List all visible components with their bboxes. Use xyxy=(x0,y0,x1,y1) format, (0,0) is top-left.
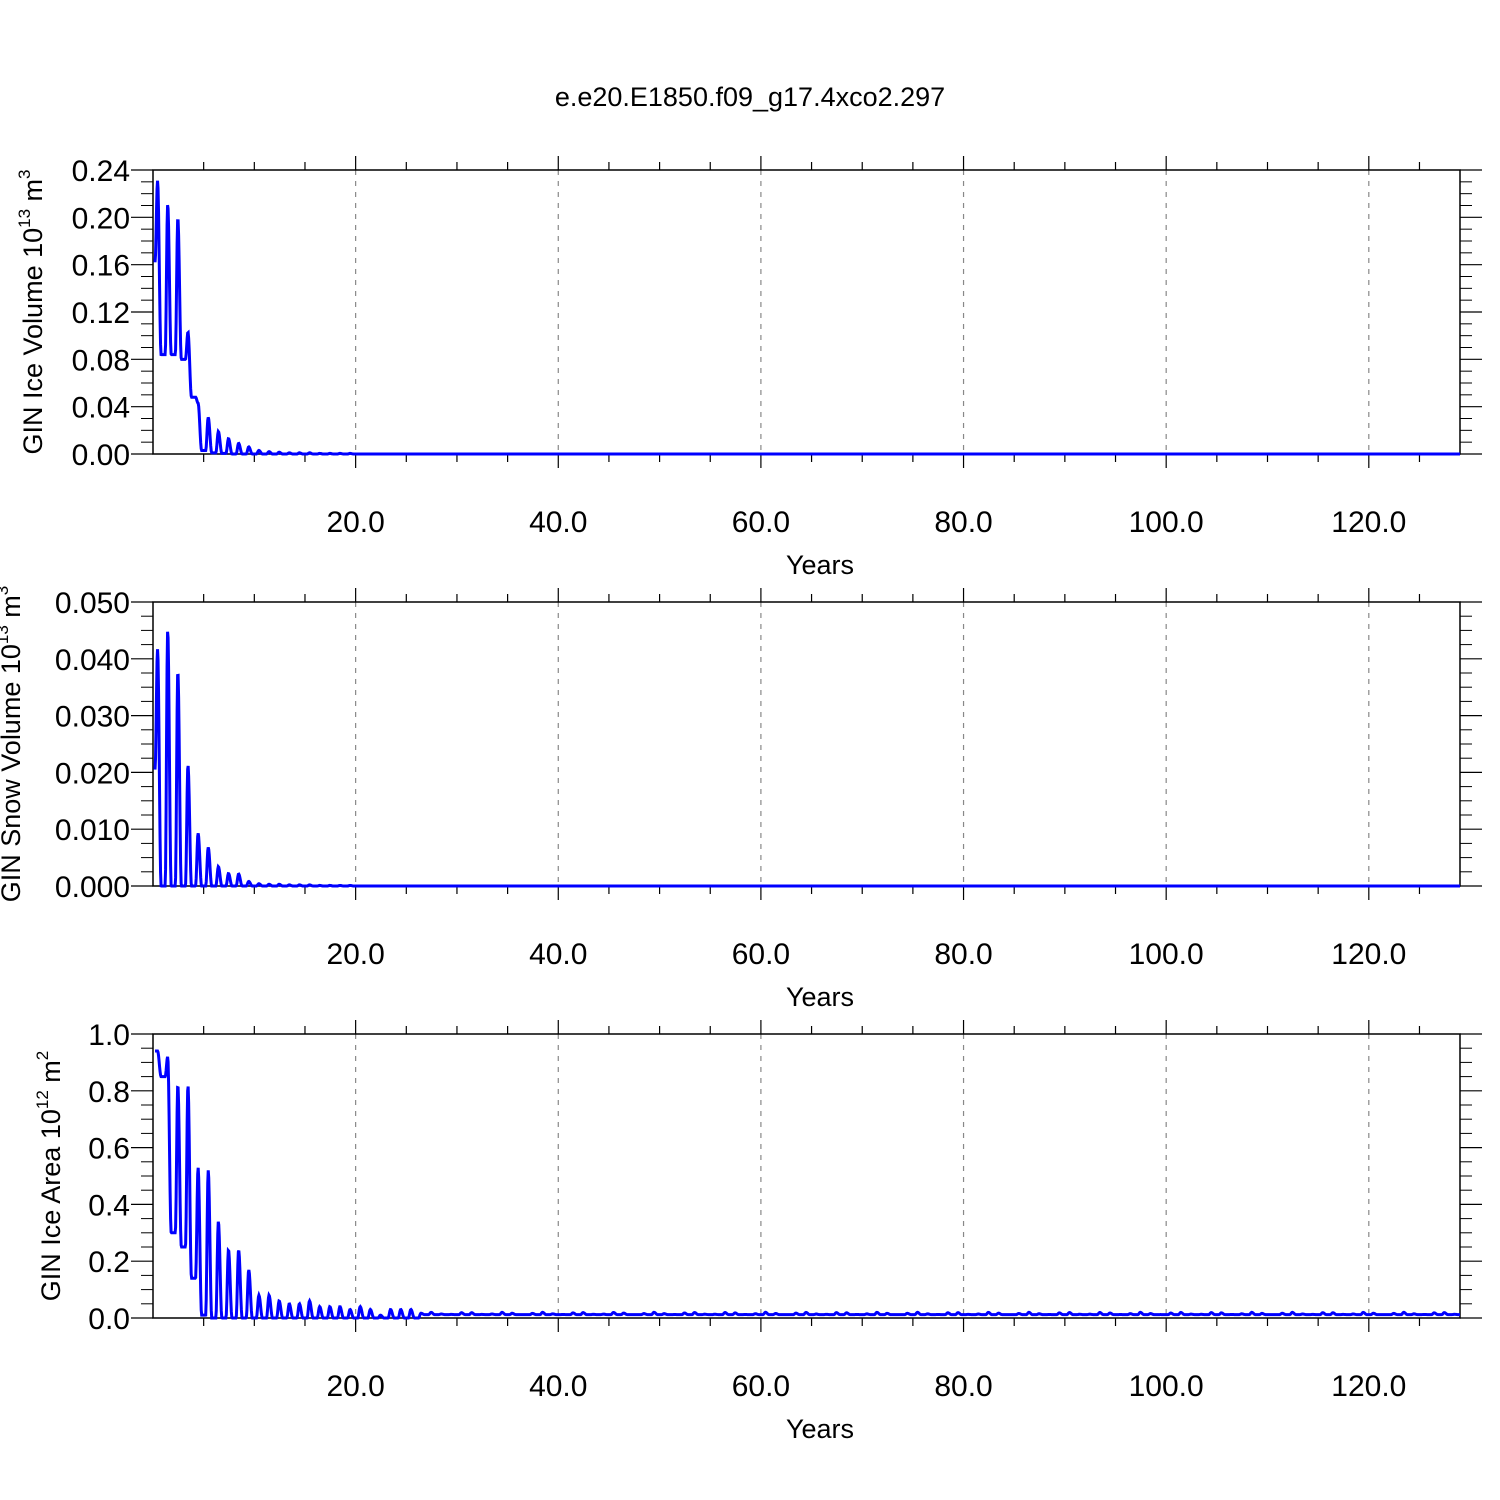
chart-panel-3: 20.0 40.0 60.0 80.0 100.0 120.0 Years 0.0 0.2 0.4… xyxy=(33,1019,1482,1444)
series-line xyxy=(155,1049,1460,1320)
x-tick-label: 40.0 xyxy=(529,938,587,971)
x-tick-label: 100.0 xyxy=(1129,1370,1204,1403)
series-line xyxy=(153,631,1460,888)
x-tick-label: 20.0 xyxy=(326,1370,384,1403)
x-tick-label: 80.0 xyxy=(934,506,992,539)
y-tick-label: 0.4 xyxy=(88,1189,130,1222)
x-axis-title: Years xyxy=(786,550,854,580)
x-tick-label: 120.0 xyxy=(1331,938,1406,971)
y-axis-title: GIN Ice Volume 1013 m3 xyxy=(15,169,48,454)
chart-panels: 20.0 40.0 60.0 80.0 100.0 120.0Years0.000.040… xyxy=(0,155,1482,1444)
y-tick-label: 0.8 xyxy=(88,1076,130,1109)
chart-panel-2: 20.0 40.0 60.0 80.0 100.0 120.0 Years 0.000 0.01… xyxy=(0,586,1482,1012)
y-tick-label: 0.00 xyxy=(72,439,130,472)
x-tick-label: 20.0 xyxy=(326,938,384,971)
y-tick-label: 0.000 xyxy=(55,871,130,904)
y-tick-label: 0.2 xyxy=(88,1246,130,1279)
x-tick-label: 40.0 xyxy=(529,506,587,539)
x-tick-label: 40.0 xyxy=(529,1370,587,1403)
chart-title: e.e20.E1850.f09_g17.4xco2.297 xyxy=(555,82,945,112)
y-tick-label: 1.0 xyxy=(88,1019,130,1052)
y-tick-label: 0.04 xyxy=(72,392,130,425)
x-tick-label: 120.0 xyxy=(1331,506,1406,539)
x-tick-label: 60.0 xyxy=(732,506,790,539)
y-tick-label: 0.030 xyxy=(55,701,130,734)
chart-panel-1: 20.0 40.0 60.0 80.0 100.0 120.0 Years 0.00 0.04 0… xyxy=(15,155,1482,580)
plot-frame xyxy=(152,1033,1461,1319)
y-tick-label: 0.20 xyxy=(72,202,130,235)
x-axis-title: Years xyxy=(786,982,854,1012)
x-tick-label: 60.0 xyxy=(732,1370,790,1403)
x-tick-label: 80.0 xyxy=(934,938,992,971)
x-axis-title: Years xyxy=(786,1414,854,1444)
x-tick-label: 80.0 xyxy=(934,1370,992,1403)
y-tick-label: 0.050 xyxy=(55,587,130,620)
series-line xyxy=(153,180,1460,456)
x-tick-label: 20.0 xyxy=(326,506,384,539)
x-tick-label: 100.0 xyxy=(1129,506,1204,539)
y-tick-label: 0.24 xyxy=(72,155,130,188)
y-tick-label: 0.6 xyxy=(88,1133,130,1166)
y-tick-label: 0.020 xyxy=(55,757,130,790)
y-tick-label: 0.12 xyxy=(72,297,130,330)
y-axis-title: GIN Ice Area 1012 m2 xyxy=(33,1051,66,1302)
y-tick-label: 0.0 xyxy=(88,1303,130,1336)
plot-frame xyxy=(152,601,1461,887)
x-tick-label: 60.0 xyxy=(732,938,790,971)
y-tick-label: 0.16 xyxy=(72,250,130,283)
y-axis-title: GIN Snow Volume 1013 m3 xyxy=(0,586,26,903)
y-tick-label: 0.08 xyxy=(72,344,130,377)
y-tick-label: 0.010 xyxy=(55,814,130,847)
x-tick-label: 120.0 xyxy=(1331,1370,1406,1403)
y-tick-label: 0.040 xyxy=(55,644,130,677)
x-tick-label: 100.0 xyxy=(1129,938,1204,971)
plot-frame xyxy=(152,169,1461,455)
